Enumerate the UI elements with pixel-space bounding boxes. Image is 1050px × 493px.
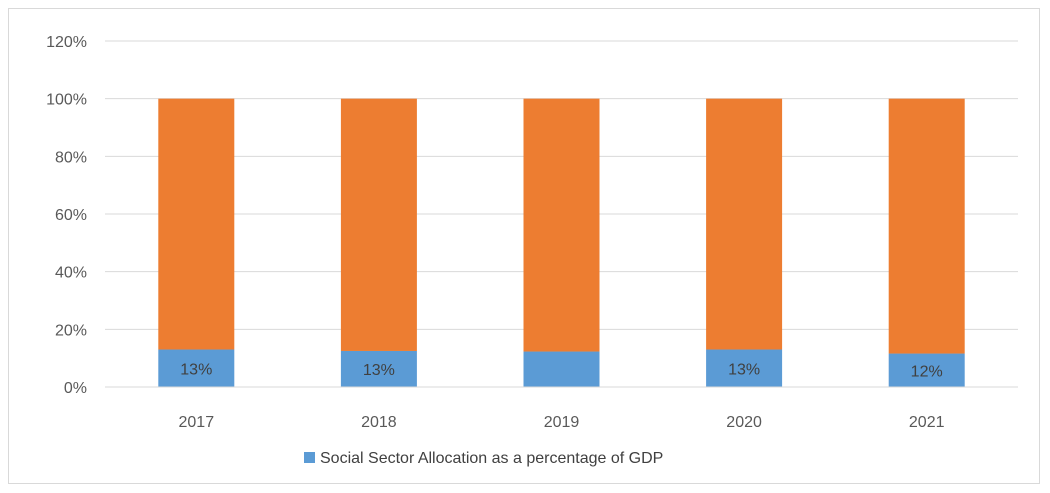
data-label-2017: 13% — [180, 361, 212, 378]
y-axis: 0% 20% 40% 60% 80% 100% 120% — [46, 34, 87, 397]
bar-segment-2017-series-1 — [158, 98, 235, 350]
legend: Social Sector Allocation as a percentage… — [304, 450, 663, 467]
y-tick-label: 60% — [55, 207, 87, 224]
x-tick-label: 2017 — [179, 414, 215, 431]
y-tick-label: 100% — [46, 92, 87, 109]
bar-segment-2021-series-1 — [888, 98, 965, 354]
y-tick-label: 20% — [55, 322, 87, 339]
y-tick-label: 120% — [46, 34, 87, 51]
data-label-2020: 13% — [728, 361, 760, 378]
data-label-2021: 12% — [911, 363, 943, 380]
x-tick-label: 2019 — [544, 414, 580, 431]
x-tick-label: 2020 — [726, 414, 762, 431]
x-axis: 2017 2018 2019 2020 2021 — [105, 386, 1018, 431]
bar-segment-2018-series-1 — [340, 98, 417, 351]
bar-segment-2020-series-1 — [706, 98, 783, 350]
x-tick-label: 2018 — [361, 414, 397, 431]
bar-segment-2017-series-0 — [158, 349, 235, 387]
y-tick-label: 0% — [64, 380, 87, 397]
x-tick-label: 2021 — [909, 414, 945, 431]
legend-label: Social Sector Allocation as a percentage… — [320, 450, 663, 467]
data-label-2018: 13% — [363, 362, 395, 379]
y-tick-label: 80% — [55, 149, 87, 166]
y-tick-label: 40% — [55, 265, 87, 282]
bar-segment-2018-series-0 — [340, 350, 417, 387]
bar-segment-2021-series-0 — [888, 353, 965, 387]
data-labels: 13% 13% 13% 12% — [180, 361, 942, 380]
legend-swatch — [304, 452, 315, 463]
bars — [158, 98, 965, 387]
bar-segment-2020-series-0 — [706, 349, 783, 387]
bar-segment-2019-series-1 — [523, 98, 600, 352]
bar-segment-2019-series-0 — [523, 351, 600, 387]
